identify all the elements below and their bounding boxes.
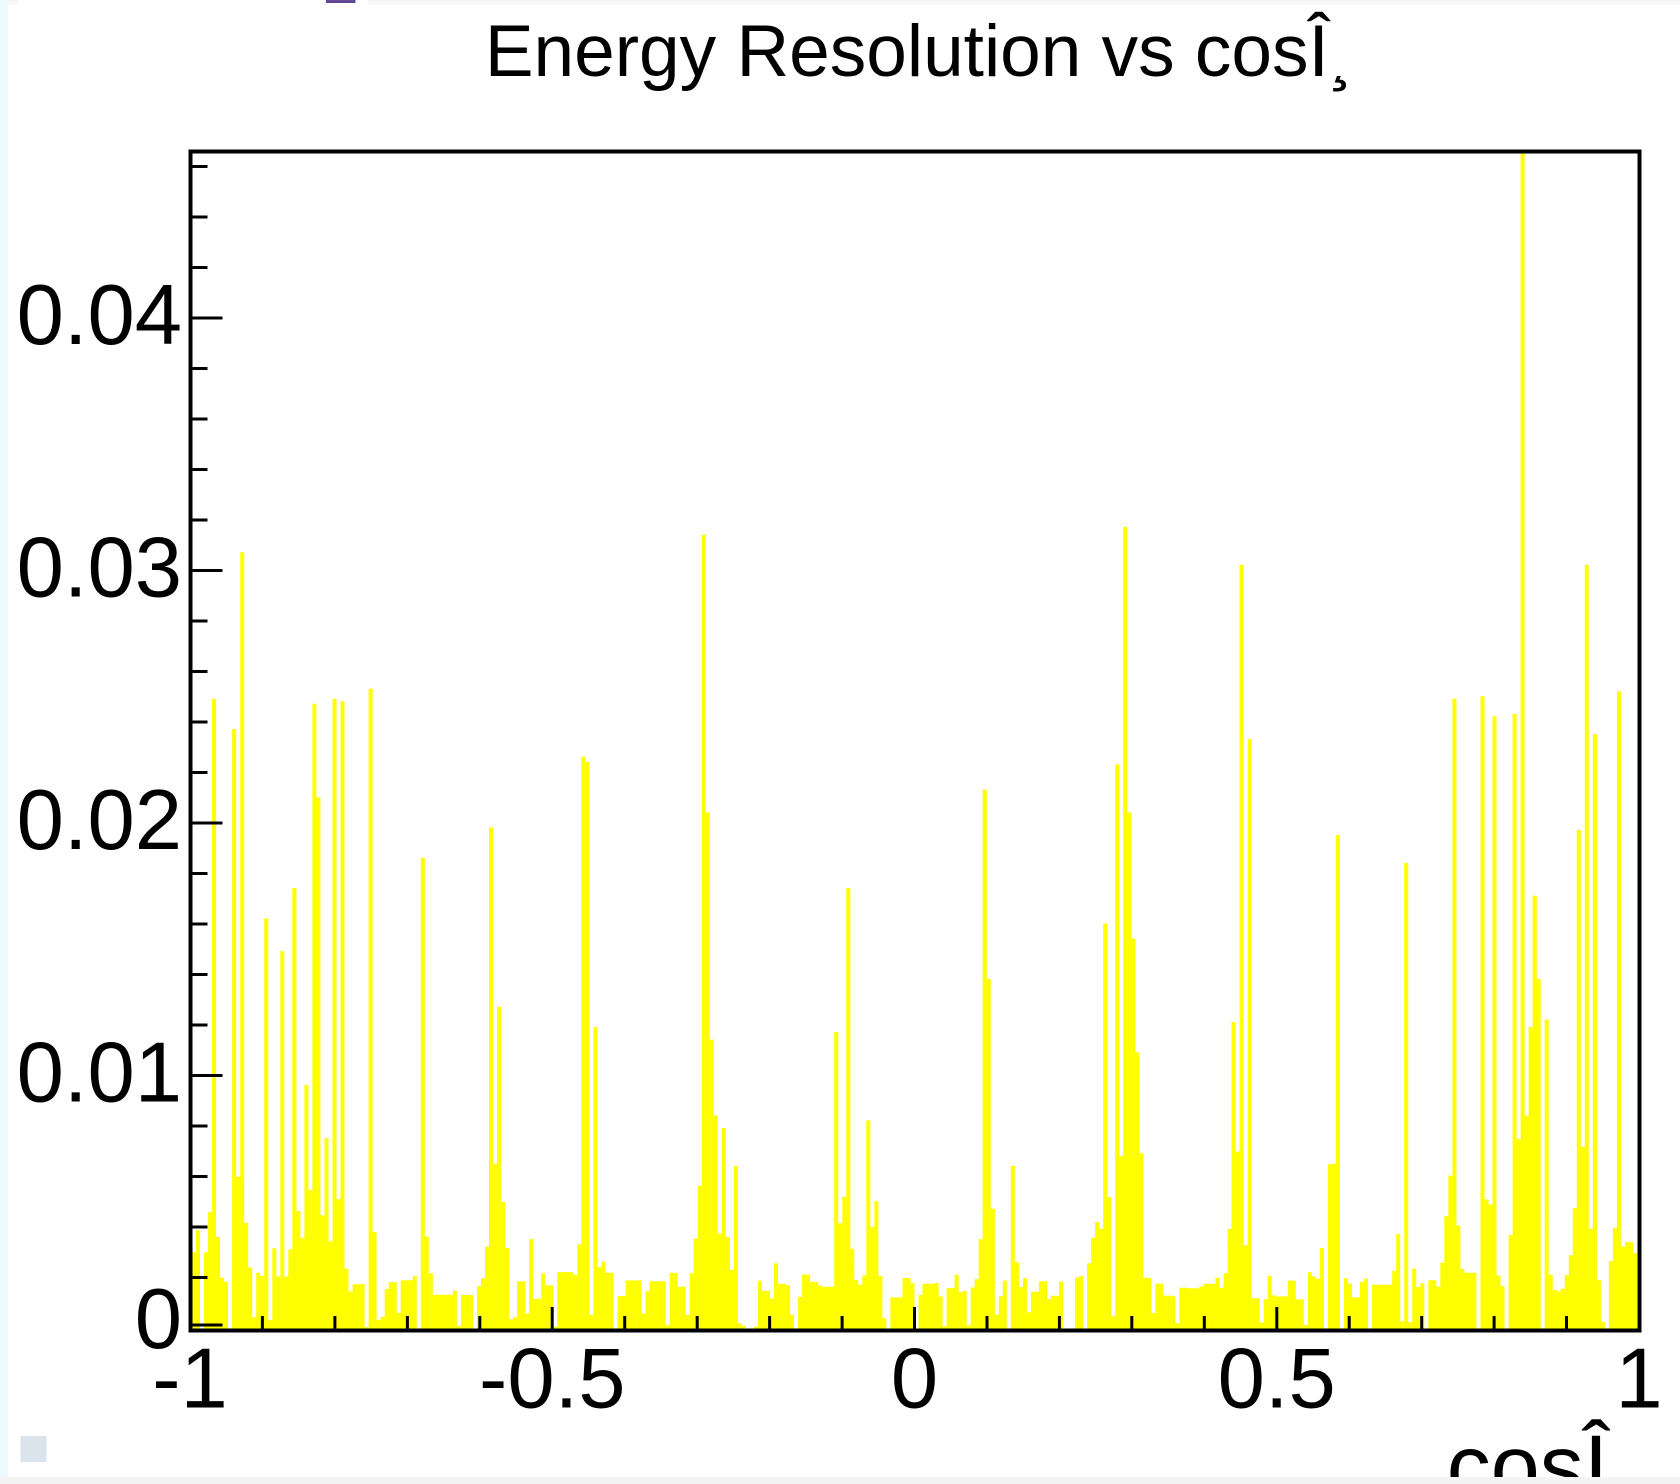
- svg-text:0: 0: [135, 1272, 182, 1367]
- svg-text:0.03: 0.03: [17, 521, 182, 616]
- svg-text:-0.5: -0.5: [479, 1332, 625, 1427]
- svg-text:-1: -1: [152, 1332, 228, 1427]
- svg-text:0.02: 0.02: [17, 773, 182, 868]
- svg-text:Energy Resolution vs cosÎ¸: Energy Resolution vs cosÎ¸: [485, 11, 1353, 92]
- svg-text:0: 0: [891, 1332, 938, 1427]
- svg-text:0.01: 0.01: [17, 1026, 182, 1121]
- svg-text:1: 1: [1615, 1332, 1662, 1427]
- svg-text:cosÎ¸: cosÎ¸: [1447, 1417, 1638, 1484]
- svg-text:0.5: 0.5: [1218, 1332, 1336, 1427]
- svg-text:0.04: 0.04: [17, 268, 182, 363]
